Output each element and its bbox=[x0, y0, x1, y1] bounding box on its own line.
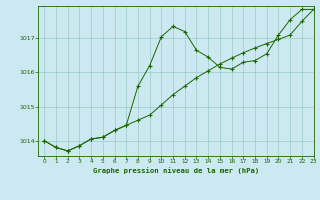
X-axis label: Graphe pression niveau de la mer (hPa): Graphe pression niveau de la mer (hPa) bbox=[93, 167, 259, 174]
